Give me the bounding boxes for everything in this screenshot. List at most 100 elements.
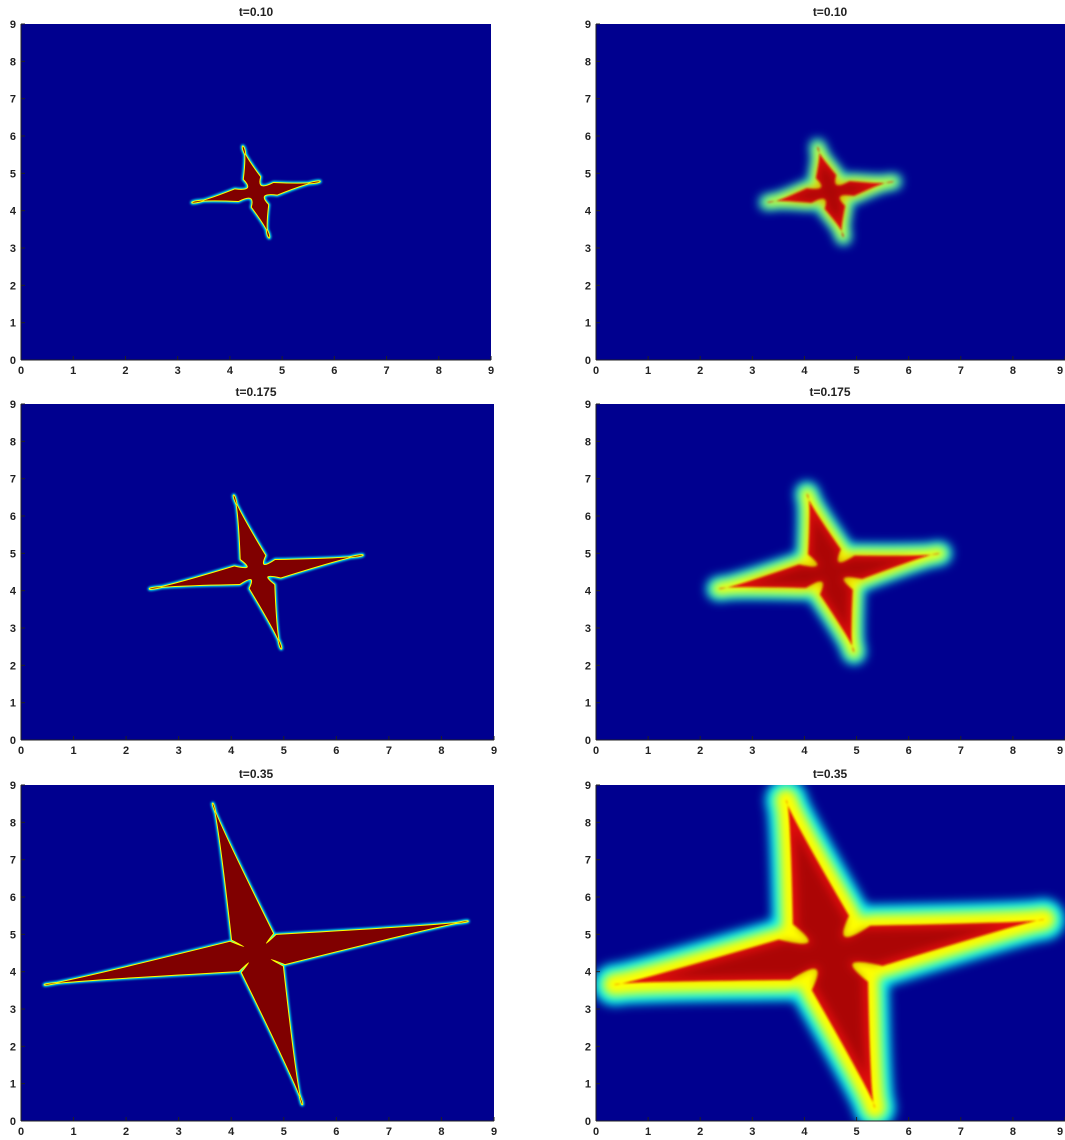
x-tick-label: 0 [593, 745, 599, 757]
y-axis: 0 1 2 3 4 5 6 7 8 9 [585, 780, 600, 1128]
crystal [596, 785, 1065, 1121]
y-tick-label: 0 [585, 355, 591, 367]
y-tick-label: 7 [10, 855, 16, 867]
y-axis: 0 1 2 3 4 5 6 7 8 9 [585, 399, 600, 747]
x-tick-label: 6 [906, 745, 912, 757]
x-tick-label: 7 [958, 745, 964, 757]
x-tick-label: 4 [801, 1126, 808, 1138]
y-tick-label: 1 [10, 698, 16, 710]
crystal [42, 801, 470, 1107]
x-tick-label: 3 [175, 365, 181, 377]
y-tick-label: 1 [585, 1079, 591, 1091]
y-tick-label: 5 [585, 929, 591, 941]
crystal [759, 138, 902, 246]
y-axis: 0 1 2 3 4 5 6 7 8 9 [10, 780, 25, 1128]
x-tick-label: 7 [383, 365, 389, 377]
x-tick-label: 6 [333, 745, 339, 757]
x-tick-label: 1 [70, 1126, 76, 1138]
y-tick-label: 9 [585, 780, 591, 792]
x-tick-label: 6 [906, 365, 912, 377]
x-tick-label: 6 [333, 1126, 339, 1138]
y-tick-label: 3 [585, 1004, 591, 1016]
x-tick-label: 5 [281, 745, 287, 757]
y-tick-label: 8 [585, 436, 591, 448]
x-tick-label: 9 [491, 1126, 497, 1138]
x-tick-label: 3 [176, 745, 182, 757]
y-tick-label: 3 [585, 243, 591, 255]
y-tick-label: 4 [10, 206, 17, 218]
x-tick-label: 4 [227, 365, 234, 377]
panel-title: t=0.175 [235, 385, 276, 399]
panel-6: t=0.35 0 1 2 3 4 5 6 7 8 9 0 1 2 3 4 5 6 7 8 9 [585, 767, 1065, 1138]
y-tick-label: 6 [10, 131, 16, 143]
x-axis: 0 1 2 3 4 5 6 7 8 9 [18, 356, 494, 377]
x-tick-label: 3 [749, 745, 755, 757]
x-tick-label: 6 [906, 1126, 912, 1138]
y-tick-label: 4 [585, 206, 592, 218]
y-tick-label: 7 [585, 474, 591, 486]
x-tick-label: 4 [801, 365, 808, 377]
x-tick-label: 9 [491, 745, 497, 757]
y-tick-label: 8 [10, 56, 16, 68]
panel-5: t=0.35 0 1 2 3 4 5 6 7 8 9 0 1 2 3 4 5 6 7 8 9 [10, 767, 497, 1138]
x-tick-label: 3 [176, 1126, 182, 1138]
y-tick-label: 3 [10, 243, 16, 255]
x-tick-label: 4 [801, 745, 808, 757]
x-tick-label: 1 [645, 1126, 651, 1138]
y-tick-label: 9 [10, 19, 16, 31]
y-tick-label: 2 [585, 1041, 591, 1053]
crystal [706, 481, 952, 665]
y-tick-label: 4 [585, 586, 592, 598]
y-tick-label: 5 [585, 548, 591, 560]
y-tick-label: 1 [10, 318, 16, 330]
panel-title: t=0.10 [813, 5, 848, 19]
y-tick-label: 5 [585, 168, 591, 180]
x-tick-label: 2 [697, 1126, 703, 1138]
panel-title: t=0.35 [813, 767, 848, 781]
y-tick-label: 6 [10, 511, 16, 523]
y-tick-label: 2 [585, 280, 591, 292]
x-tick-label: 8 [1010, 365, 1016, 377]
panel-title: t=0.35 [239, 767, 274, 781]
x-tick-label: 2 [697, 745, 703, 757]
y-tick-label: 8 [585, 56, 591, 68]
x-tick-label: 8 [436, 365, 442, 377]
y-tick-label: 9 [10, 780, 16, 792]
y-tick-label: 7 [585, 94, 591, 106]
crystal-core [646, 822, 1013, 1085]
y-tick-label: 3 [10, 1004, 16, 1016]
panel-3: t=0.175 0 1 2 3 4 5 6 7 8 9 0 1 2 3 4 5 6 7 8 9 [10, 385, 497, 757]
x-tick-label: 0 [18, 1126, 24, 1138]
y-tick-label: 8 [10, 817, 16, 829]
x-tick-label: 0 [593, 1126, 599, 1138]
x-tick-label: 9 [488, 365, 494, 377]
x-tick-label: 9 [1057, 745, 1063, 757]
y-tick-label: 6 [585, 511, 591, 523]
x-tick-label: 2 [123, 1126, 129, 1138]
x-tick-label: 7 [958, 365, 964, 377]
x-tick-label: 1 [645, 745, 651, 757]
y-tick-label: 6 [585, 892, 591, 904]
x-tick-label: 5 [279, 365, 285, 377]
x-tick-label: 7 [958, 1126, 964, 1138]
y-axis: 0 1 2 3 4 5 6 7 8 9 [10, 399, 25, 747]
x-tick-label: 8 [438, 1126, 444, 1138]
x-tick-label: 5 [853, 1126, 859, 1138]
crystal-body [192, 146, 320, 238]
x-tick-label: 3 [749, 1126, 755, 1138]
x-tick-label: 4 [228, 745, 235, 757]
y-tick-label: 0 [10, 1116, 16, 1128]
x-tick-label: 1 [70, 745, 76, 757]
y-tick-label: 0 [10, 735, 16, 747]
x-tick-label: 1 [645, 365, 651, 377]
x-tick-label: 7 [386, 745, 392, 757]
y-tick-label: 0 [10, 355, 16, 367]
x-axis: 0 1 2 3 4 5 6 7 8 9 [18, 1117, 497, 1138]
x-axis: 0 1 2 3 4 5 6 7 8 9 [593, 736, 1065, 757]
panel-2: t=0.10 0 1 2 3 4 5 6 7 8 9 0 1 2 3 4 5 6 7 8 9 [585, 5, 1065, 377]
x-axis: 0 1 2 3 4 5 6 7 8 9 [593, 356, 1065, 377]
crystal [190, 144, 322, 240]
y-tick-label: 1 [10, 1079, 16, 1091]
x-tick-label: 0 [18, 745, 24, 757]
